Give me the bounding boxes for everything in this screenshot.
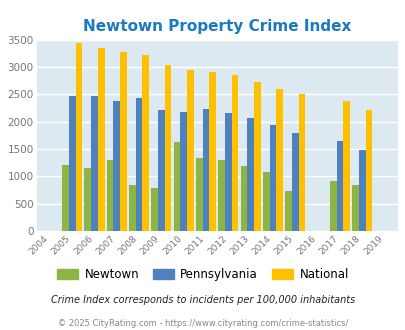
Bar bbox=[291, 133, 298, 231]
Bar bbox=[351, 184, 358, 231]
Bar bbox=[113, 101, 120, 231]
Legend: Newtown, Pennsylvania, National: Newtown, Pennsylvania, National bbox=[52, 263, 353, 286]
Bar bbox=[336, 141, 342, 231]
Bar bbox=[218, 160, 224, 231]
Bar bbox=[129, 184, 135, 231]
Text: Crime Index corresponds to incidents per 100,000 inhabitants: Crime Index corresponds to incidents per… bbox=[51, 295, 354, 305]
Bar bbox=[262, 172, 269, 231]
Bar bbox=[107, 160, 113, 231]
Bar bbox=[276, 89, 282, 231]
Bar bbox=[254, 82, 260, 231]
Bar bbox=[142, 55, 149, 231]
Bar bbox=[120, 52, 126, 231]
Text: © 2025 CityRating.com - https://www.cityrating.com/crime-statistics/: © 2025 CityRating.com - https://www.city… bbox=[58, 319, 347, 328]
Bar bbox=[298, 94, 305, 231]
Bar bbox=[285, 191, 291, 231]
Bar bbox=[91, 96, 98, 231]
Bar bbox=[209, 72, 215, 231]
Bar bbox=[364, 110, 371, 231]
Bar bbox=[75, 44, 82, 231]
Bar bbox=[231, 75, 238, 231]
Bar bbox=[342, 101, 349, 231]
Bar bbox=[69, 96, 75, 231]
Bar bbox=[135, 98, 142, 231]
Bar bbox=[173, 143, 180, 231]
Bar bbox=[202, 109, 209, 231]
Bar bbox=[180, 112, 187, 231]
Bar bbox=[269, 125, 276, 231]
Title: Newtown Property Crime Index: Newtown Property Crime Index bbox=[83, 19, 351, 34]
Bar bbox=[62, 165, 69, 231]
Bar bbox=[187, 70, 193, 231]
Bar bbox=[329, 181, 336, 231]
Bar bbox=[98, 49, 104, 231]
Bar bbox=[84, 168, 91, 231]
Bar bbox=[196, 158, 202, 231]
Bar bbox=[240, 166, 247, 231]
Bar bbox=[151, 188, 158, 231]
Bar bbox=[164, 65, 171, 231]
Bar bbox=[247, 118, 254, 231]
Bar bbox=[158, 110, 164, 231]
Bar bbox=[224, 113, 231, 231]
Bar bbox=[358, 149, 364, 231]
